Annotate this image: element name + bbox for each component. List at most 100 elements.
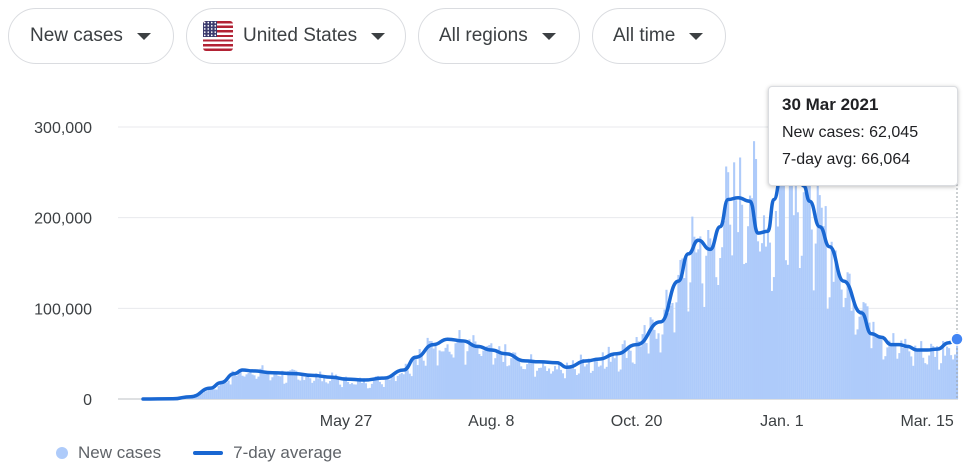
new-cases-bar — [430, 341, 433, 399]
new-cases-bar — [416, 365, 419, 399]
new-cases-bar — [380, 384, 383, 399]
new-cases-bar — [293, 369, 296, 399]
new-cases-bar — [703, 306, 706, 399]
new-cases-bar — [691, 216, 694, 399]
new-cases-bar — [406, 370, 409, 399]
new-cases-bar — [561, 373, 565, 399]
new-cases-bar — [263, 373, 266, 399]
new-cases-bar — [396, 375, 399, 399]
new-cases-bar — [366, 388, 369, 399]
period-dropdown[interactable]: All time — [592, 8, 726, 64]
new-cases-bar — [579, 354, 582, 399]
new-cases-bar — [814, 243, 817, 399]
new-cases-bar — [669, 305, 672, 399]
new-cases-bar — [281, 370, 284, 399]
region-dropdown[interactable]: All regions — [418, 8, 580, 64]
metric-dropdown-label: New cases — [30, 25, 123, 46]
new-cases-bar — [635, 337, 638, 399]
new-cases-bar — [295, 370, 298, 399]
metric-dropdown[interactable]: New cases — [8, 8, 174, 64]
new-cases-bar — [273, 373, 276, 399]
country-dropdown[interactable]: United States — [186, 8, 406, 64]
new-cases-bar — [297, 379, 300, 399]
chevron-down-icon — [136, 32, 151, 40]
new-cases-bar — [723, 220, 726, 399]
new-cases-bar — [631, 362, 634, 399]
new-cases-bar — [671, 302, 674, 399]
new-cases-bar — [709, 238, 712, 399]
new-cases-bar — [227, 380, 230, 399]
new-cases-bar — [563, 378, 567, 399]
new-cases-bar — [279, 376, 282, 399]
new-cases-bar — [806, 150, 809, 399]
new-cases-bar — [410, 376, 413, 399]
new-cases-bar — [514, 352, 517, 399]
new-cases-bar — [567, 365, 571, 399]
new-cases-bar — [508, 365, 511, 399]
new-cases-bar — [727, 172, 730, 399]
new-cases-bar — [442, 351, 445, 399]
new-cases-bar — [715, 277, 718, 399]
new-cases-bar — [685, 254, 688, 399]
new-cases-bar — [641, 334, 644, 399]
new-cases-bar — [271, 377, 274, 399]
new-cases-bar — [589, 372, 592, 399]
new-cases-bar — [942, 340, 945, 399]
new-cases-bar — [488, 345, 491, 399]
new-cases-bar — [603, 368, 606, 399]
new-cases-bar — [534, 376, 537, 399]
new-cases-bar — [621, 344, 624, 399]
new-cases-bar — [323, 377, 326, 399]
x-tick-label: May 27 — [320, 413, 373, 430]
chevron-down-icon — [541, 32, 556, 40]
new-cases-bar — [697, 249, 700, 399]
new-cases-bar — [751, 198, 754, 399]
new-cases-bar — [237, 370, 240, 399]
new-cases-bar — [544, 366, 547, 399]
new-cases-bar — [319, 371, 322, 399]
new-cases-bar — [792, 215, 795, 399]
new-cases-bar — [546, 371, 549, 399]
new-cases-bar — [683, 278, 686, 399]
new-cases-bar — [910, 356, 913, 399]
new-cases-bar — [452, 357, 455, 399]
new-cases-bar — [607, 346, 610, 399]
new-cases-bar — [774, 210, 777, 399]
new-cases-bar — [249, 369, 252, 399]
new-cases-bar — [760, 243, 764, 399]
new-cases-bar — [464, 364, 467, 399]
new-cases-bar — [898, 353, 901, 399]
new-cases-bar — [948, 348, 951, 399]
new-cases-bar — [591, 370, 594, 399]
new-cases-bar — [372, 379, 375, 399]
new-cases-bar — [422, 360, 425, 399]
new-cases-bar — [946, 346, 949, 399]
new-cases-bar — [225, 382, 228, 399]
new-cases-bar — [255, 378, 258, 399]
new-cases-bar — [448, 351, 451, 399]
new-cases-bar — [235, 375, 238, 399]
new-cases-bar — [627, 345, 630, 399]
new-cases-bar — [928, 355, 931, 399]
new-cases-bar — [609, 361, 612, 399]
new-cases-bar — [203, 391, 206, 399]
new-cases-bar — [655, 338, 658, 399]
new-cases-bar — [832, 281, 835, 399]
new-cases-bar — [267, 372, 270, 399]
new-cases-bar — [283, 383, 286, 399]
new-cases-bar — [820, 207, 823, 399]
new-cases-bar — [426, 337, 429, 399]
new-cases-bar — [914, 345, 917, 399]
new-cases-bar — [573, 369, 576, 399]
new-cases-bar — [223, 381, 226, 399]
new-cases-bar — [633, 363, 636, 399]
new-cases-bar — [333, 378, 336, 399]
new-cases-bar — [599, 365, 602, 399]
new-cases-bar — [504, 344, 507, 399]
new-cases-bar — [346, 382, 350, 399]
new-cases-bar — [936, 346, 939, 399]
new-cases-bar — [848, 273, 851, 399]
new-cases-bar — [219, 380, 222, 399]
new-cases-bar — [510, 358, 513, 399]
